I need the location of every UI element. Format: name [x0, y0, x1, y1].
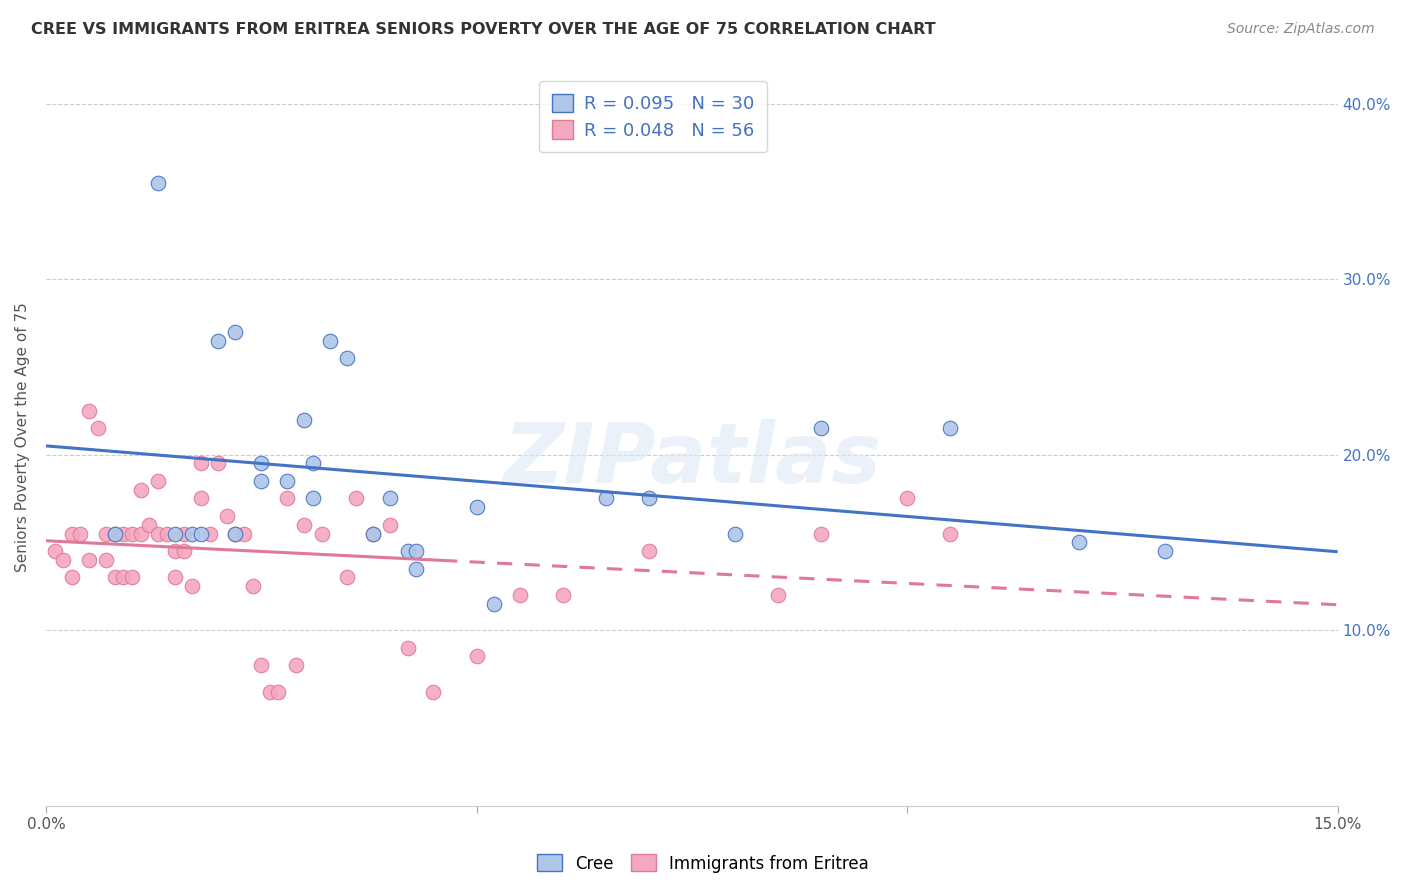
Point — [121, 526, 143, 541]
Point — [344, 491, 367, 506]
Point — [361, 526, 384, 541]
Point — [52, 553, 75, 567]
Point — [181, 579, 204, 593]
Point — [482, 597, 505, 611]
Point — [292, 412, 315, 426]
Point — [173, 526, 195, 541]
Point — [121, 570, 143, 584]
Point — [104, 570, 127, 584]
Point — [173, 544, 195, 558]
Point — [405, 562, 427, 576]
Point — [242, 579, 264, 593]
Point — [112, 570, 135, 584]
Point — [224, 526, 246, 541]
Point — [939, 421, 962, 435]
Point — [361, 526, 384, 541]
Point — [96, 526, 118, 541]
Legend: R = 0.095   N = 30, R = 0.048   N = 56: R = 0.095 N = 30, R = 0.048 N = 56 — [538, 81, 768, 153]
Point — [276, 491, 298, 506]
Point — [190, 526, 212, 541]
Point — [104, 526, 127, 541]
Point — [165, 544, 187, 558]
Text: Source: ZipAtlas.com: Source: ZipAtlas.com — [1227, 22, 1375, 37]
Point — [181, 526, 204, 541]
Point — [112, 526, 135, 541]
Point — [96, 553, 118, 567]
Point — [595, 491, 617, 506]
Point — [190, 456, 212, 470]
Point — [44, 544, 66, 558]
Point — [396, 544, 419, 558]
Point — [146, 474, 169, 488]
Point — [250, 456, 273, 470]
Point — [422, 684, 444, 698]
Point — [215, 509, 238, 524]
Point — [302, 456, 325, 470]
Point — [292, 517, 315, 532]
Point — [939, 526, 962, 541]
Point — [319, 334, 342, 348]
Point — [69, 526, 91, 541]
Point — [509, 588, 531, 602]
Point — [766, 588, 789, 602]
Point — [284, 658, 307, 673]
Text: ZIPatlas: ZIPatlas — [503, 418, 880, 500]
Point — [60, 526, 83, 541]
Point — [138, 517, 160, 532]
Point — [129, 526, 152, 541]
Y-axis label: Seniors Poverty Over the Age of 75: Seniors Poverty Over the Age of 75 — [15, 302, 30, 572]
Point — [311, 526, 333, 541]
Point — [77, 403, 100, 417]
Legend: Cree, Immigrants from Eritrea: Cree, Immigrants from Eritrea — [530, 847, 876, 880]
Point — [380, 517, 402, 532]
Point — [224, 325, 246, 339]
Point — [724, 526, 747, 541]
Point — [465, 500, 488, 515]
Point — [302, 491, 325, 506]
Point — [129, 483, 152, 497]
Point — [1069, 535, 1091, 549]
Point — [198, 526, 221, 541]
Point — [104, 526, 127, 541]
Point — [396, 640, 419, 655]
Point — [259, 684, 281, 698]
Point — [155, 526, 177, 541]
Point — [1154, 544, 1177, 558]
Point — [233, 526, 256, 541]
Point — [250, 658, 273, 673]
Point — [165, 526, 187, 541]
Point — [336, 570, 359, 584]
Point — [380, 491, 402, 506]
Text: CREE VS IMMIGRANTS FROM ERITREA SENIORS POVERTY OVER THE AGE OF 75 CORRELATION C: CREE VS IMMIGRANTS FROM ERITREA SENIORS … — [31, 22, 935, 37]
Point — [637, 491, 659, 506]
Point — [86, 421, 108, 435]
Point — [250, 474, 273, 488]
Point — [551, 588, 574, 602]
Point — [637, 544, 659, 558]
Point — [276, 474, 298, 488]
Point — [207, 334, 229, 348]
Point — [77, 553, 100, 567]
Point — [267, 684, 290, 698]
Point — [146, 526, 169, 541]
Point — [810, 421, 832, 435]
Point — [896, 491, 918, 506]
Point — [224, 526, 246, 541]
Point — [207, 456, 229, 470]
Point — [60, 570, 83, 584]
Point — [336, 351, 359, 365]
Point — [190, 491, 212, 506]
Point — [405, 544, 427, 558]
Point — [165, 570, 187, 584]
Point — [810, 526, 832, 541]
Point — [146, 176, 169, 190]
Point — [465, 649, 488, 664]
